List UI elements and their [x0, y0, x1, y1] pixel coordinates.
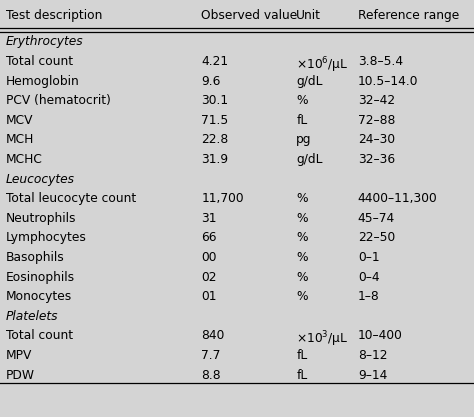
Text: 24–30: 24–30 — [358, 133, 395, 146]
Text: Leucocytes: Leucocytes — [6, 173, 75, 186]
Text: Total leucocyte count: Total leucocyte count — [6, 192, 136, 205]
Text: Observed value: Observed value — [201, 9, 298, 22]
Text: 7.7: 7.7 — [201, 349, 221, 362]
Text: %: % — [296, 271, 308, 284]
Text: %: % — [296, 94, 308, 107]
Text: MCHC: MCHC — [6, 153, 43, 166]
Text: 10.5–14.0: 10.5–14.0 — [358, 75, 419, 88]
Text: 22–50: 22–50 — [358, 231, 395, 244]
Text: 0–1: 0–1 — [358, 251, 380, 264]
Text: Eosinophils: Eosinophils — [6, 271, 75, 284]
Text: 11,700: 11,700 — [201, 192, 244, 205]
Text: 32–42: 32–42 — [358, 94, 395, 107]
Text: Hemoglobin: Hemoglobin — [6, 75, 80, 88]
Text: 01: 01 — [201, 290, 217, 303]
Text: Basophils: Basophils — [6, 251, 64, 264]
Text: 10–400: 10–400 — [358, 329, 403, 342]
Text: 00: 00 — [201, 251, 217, 264]
Text: fL: fL — [296, 114, 308, 127]
Text: fL: fL — [296, 369, 308, 382]
Text: 72–88: 72–88 — [358, 114, 395, 127]
Text: g/dL: g/dL — [296, 75, 323, 88]
Text: 8–12: 8–12 — [358, 349, 387, 362]
Text: Total count: Total count — [6, 55, 73, 68]
Text: pg: pg — [296, 133, 312, 146]
Text: Platelets: Platelets — [6, 310, 58, 323]
Text: %: % — [296, 231, 308, 244]
Text: 8.8: 8.8 — [201, 369, 221, 382]
Text: PDW: PDW — [6, 369, 35, 382]
Text: %: % — [296, 290, 308, 303]
Text: %: % — [296, 251, 308, 264]
Text: MCH: MCH — [6, 133, 34, 146]
Text: ×10$^{6}$/μL: ×10$^{6}$/μL — [296, 55, 349, 75]
Text: 9.6: 9.6 — [201, 75, 221, 88]
Text: %: % — [296, 212, 308, 225]
Text: Neutrophils: Neutrophils — [6, 212, 76, 225]
Text: Erythrocytes: Erythrocytes — [6, 35, 83, 48]
Text: Unit: Unit — [296, 9, 321, 22]
Text: Total count: Total count — [6, 329, 73, 342]
Text: 1–8: 1–8 — [358, 290, 380, 303]
Text: 31.9: 31.9 — [201, 153, 228, 166]
Text: 32–36: 32–36 — [358, 153, 395, 166]
Text: ×10$^{3}$/μL: ×10$^{3}$/μL — [296, 329, 349, 349]
Text: MCV: MCV — [6, 114, 33, 127]
Text: 840: 840 — [201, 329, 225, 342]
Text: 9–14: 9–14 — [358, 369, 387, 382]
Text: 0–4: 0–4 — [358, 271, 380, 284]
Text: PCV (hematocrit): PCV (hematocrit) — [6, 94, 110, 107]
Text: MPV: MPV — [6, 349, 32, 362]
Text: 4.21: 4.21 — [201, 55, 228, 68]
Text: 22.8: 22.8 — [201, 133, 228, 146]
Text: 71.5: 71.5 — [201, 114, 228, 127]
Text: 3.8–5.4: 3.8–5.4 — [358, 55, 403, 68]
Text: Lymphocytes: Lymphocytes — [6, 231, 87, 244]
Text: g/dL: g/dL — [296, 153, 323, 166]
Text: Test description: Test description — [6, 9, 102, 22]
Text: 02: 02 — [201, 271, 217, 284]
Text: 4400–11,300: 4400–11,300 — [358, 192, 438, 205]
Text: 45–74: 45–74 — [358, 212, 395, 225]
Text: fL: fL — [296, 349, 308, 362]
Text: %: % — [296, 192, 308, 205]
Text: 66: 66 — [201, 231, 217, 244]
Text: Reference range: Reference range — [358, 9, 459, 22]
Text: 30.1: 30.1 — [201, 94, 228, 107]
Text: Monocytes: Monocytes — [6, 290, 72, 303]
Text: 31: 31 — [201, 212, 217, 225]
